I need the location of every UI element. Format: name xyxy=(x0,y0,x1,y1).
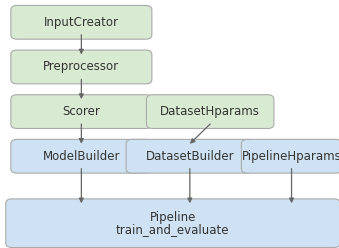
FancyBboxPatch shape xyxy=(11,50,152,84)
FancyBboxPatch shape xyxy=(126,139,254,173)
FancyBboxPatch shape xyxy=(6,199,339,248)
Text: DatasetBuilder: DatasetBuilder xyxy=(145,150,234,163)
Text: Preprocessor: Preprocessor xyxy=(43,61,119,73)
Text: ModelBuilder: ModelBuilder xyxy=(43,150,120,163)
Text: PipelineHparams: PipelineHparams xyxy=(242,150,339,163)
FancyBboxPatch shape xyxy=(11,95,152,128)
Text: Scorer: Scorer xyxy=(62,105,100,118)
FancyBboxPatch shape xyxy=(11,5,152,39)
Text: DatasetHparams: DatasetHparams xyxy=(160,105,260,118)
Text: Pipeline: Pipeline xyxy=(150,211,196,223)
Text: train_and_evaluate: train_and_evaluate xyxy=(116,223,230,236)
Text: InputCreator: InputCreator xyxy=(44,16,119,29)
FancyBboxPatch shape xyxy=(11,139,152,173)
FancyBboxPatch shape xyxy=(146,95,274,128)
FancyBboxPatch shape xyxy=(241,139,339,173)
